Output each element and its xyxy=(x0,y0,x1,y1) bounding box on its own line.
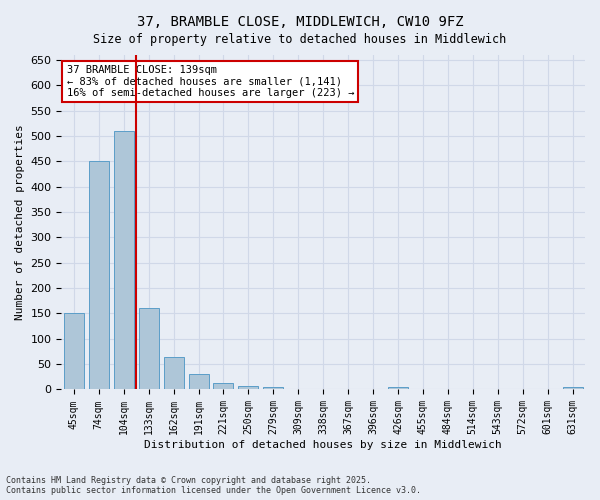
Bar xyxy=(214,384,233,390)
Bar xyxy=(114,131,134,390)
Bar xyxy=(188,374,209,390)
Bar xyxy=(563,388,583,390)
Y-axis label: Number of detached properties: Number of detached properties xyxy=(15,124,25,320)
Bar xyxy=(388,387,408,390)
Bar xyxy=(164,356,184,390)
Text: 37 BRAMBLE CLOSE: 139sqm
← 83% of detached houses are smaller (1,141)
16% of sem: 37 BRAMBLE CLOSE: 139sqm ← 83% of detach… xyxy=(67,65,354,98)
Bar xyxy=(139,308,158,390)
Text: Size of property relative to detached houses in Middlewich: Size of property relative to detached ho… xyxy=(94,32,506,46)
Bar xyxy=(89,162,109,390)
X-axis label: Distribution of detached houses by size in Middlewich: Distribution of detached houses by size … xyxy=(145,440,502,450)
Bar xyxy=(64,314,84,390)
Text: Contains HM Land Registry data © Crown copyright and database right 2025.
Contai: Contains HM Land Registry data © Crown c… xyxy=(6,476,421,495)
Bar xyxy=(263,388,283,390)
Bar xyxy=(238,386,259,390)
Text: 37, BRAMBLE CLOSE, MIDDLEWICH, CW10 9FZ: 37, BRAMBLE CLOSE, MIDDLEWICH, CW10 9FZ xyxy=(137,15,463,29)
